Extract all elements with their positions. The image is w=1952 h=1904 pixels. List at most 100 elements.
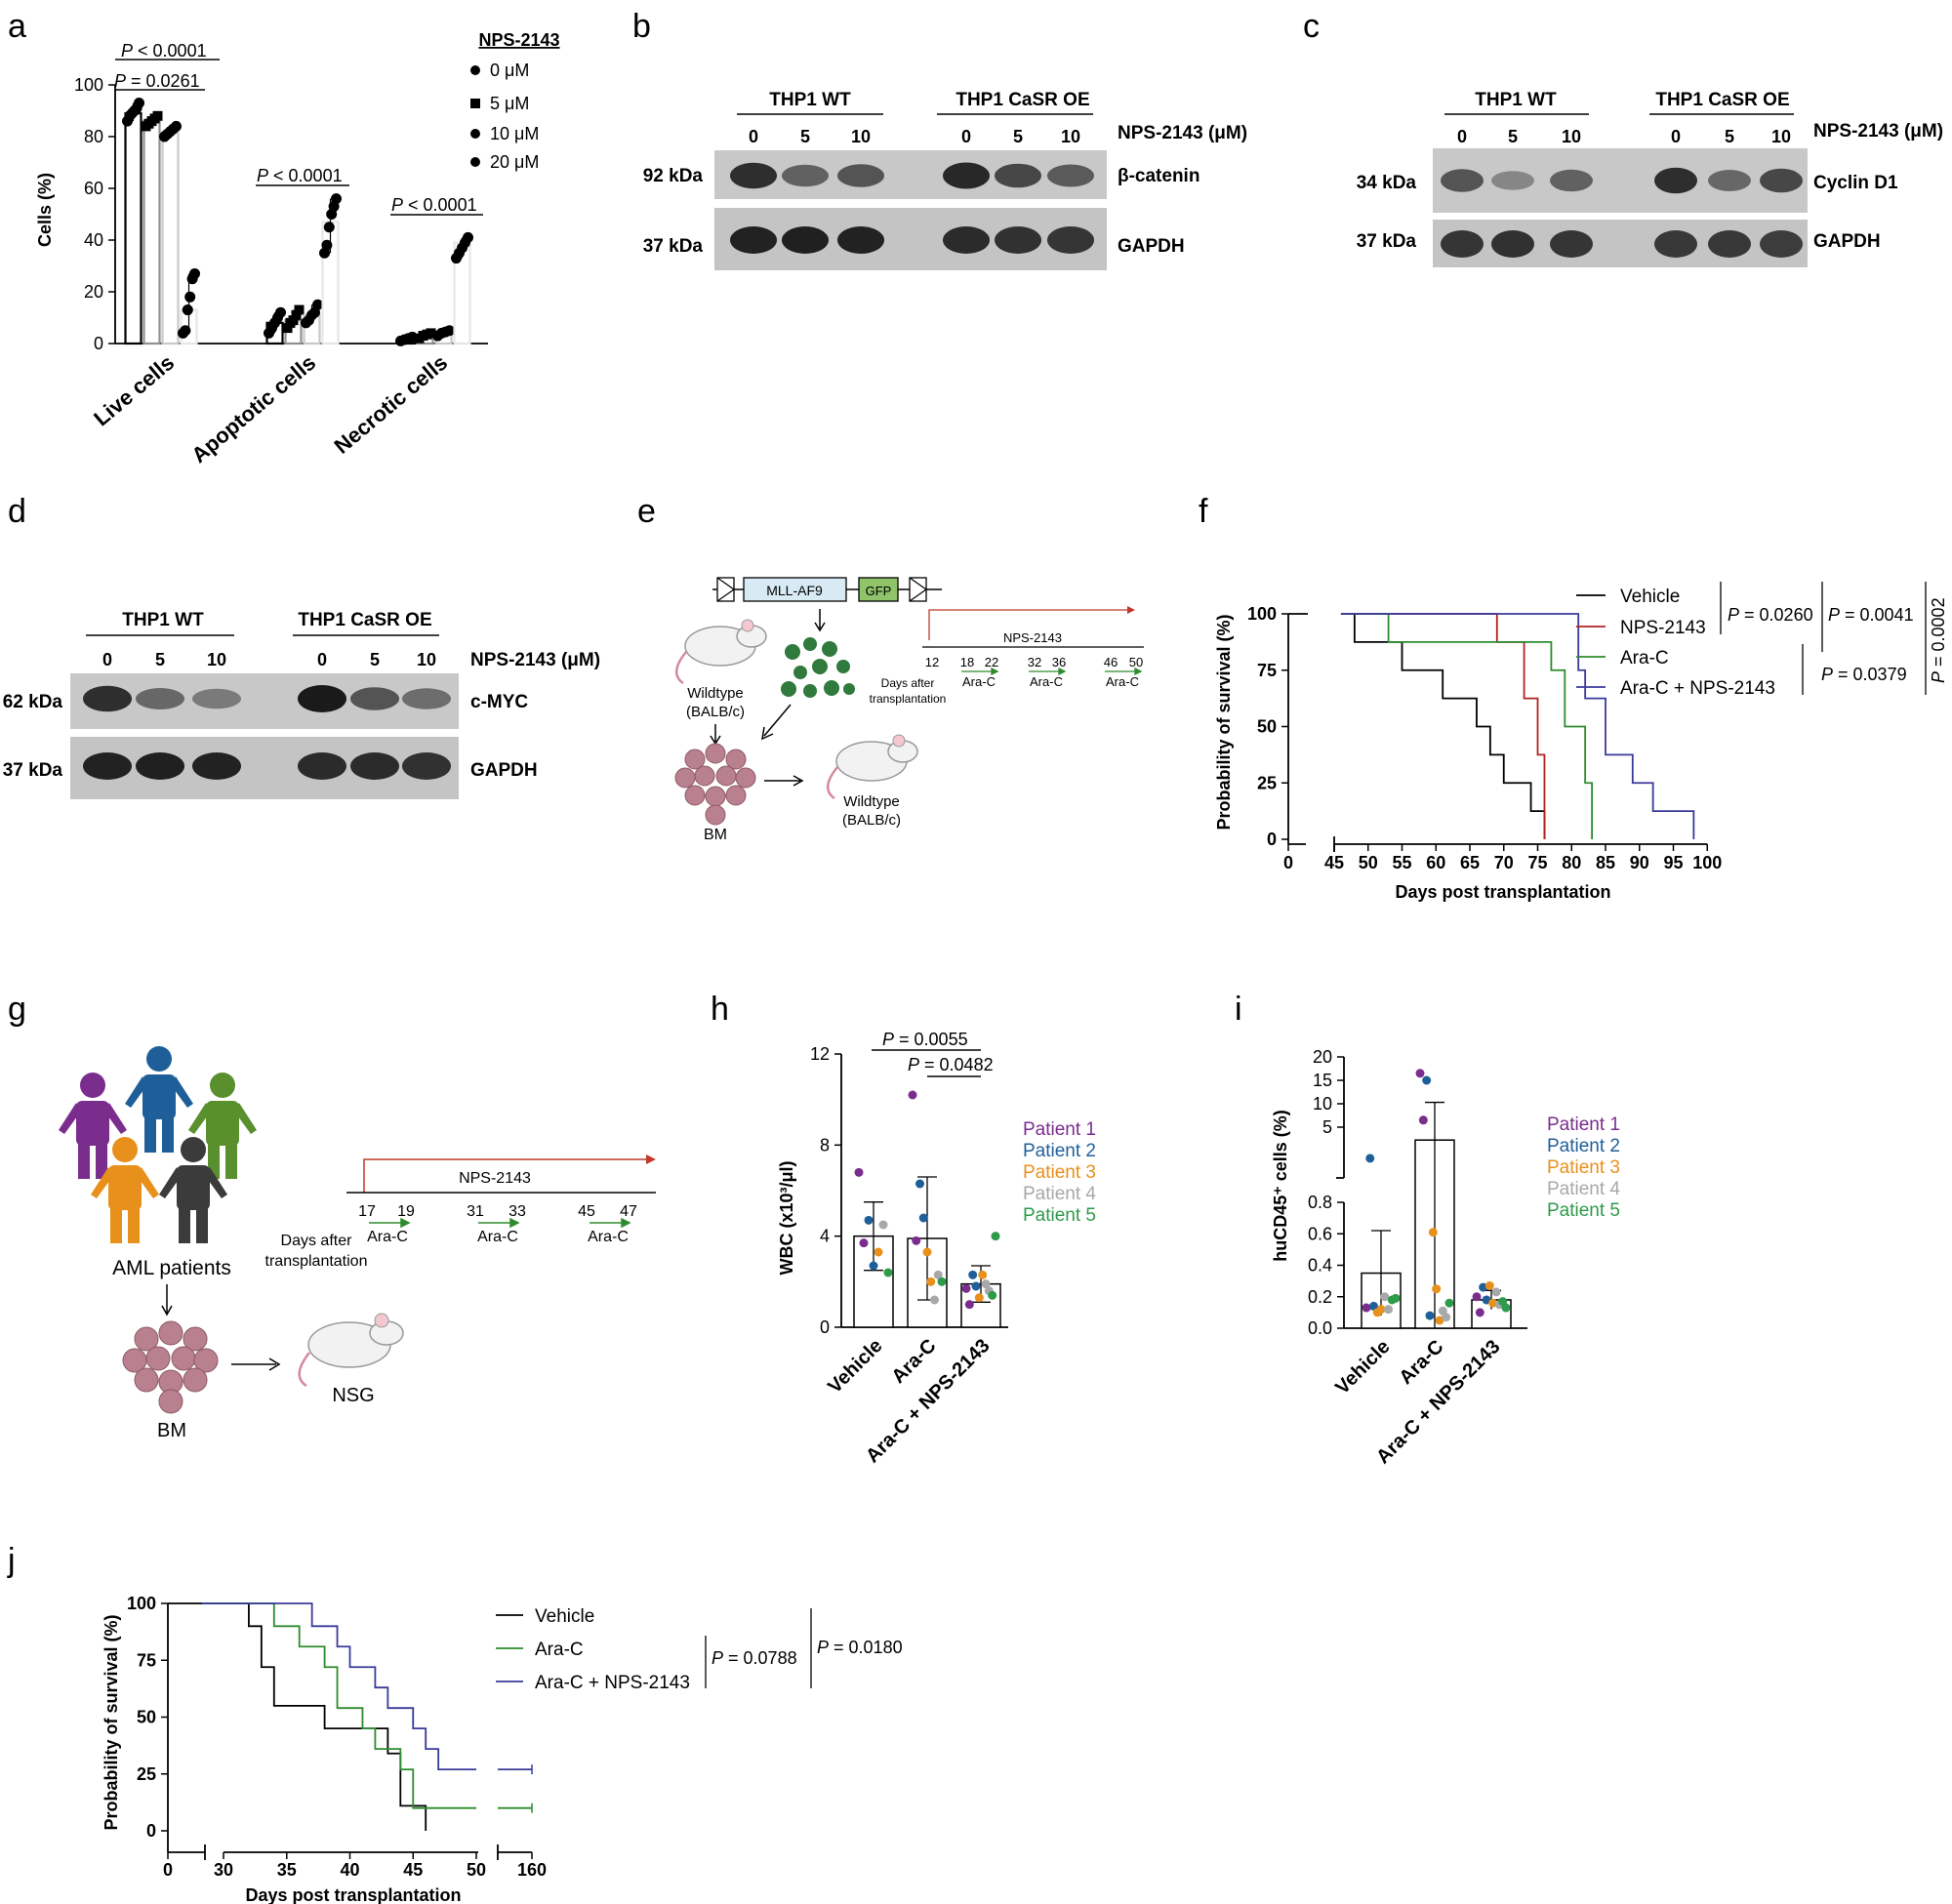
y-tick-label: 80 [84, 127, 103, 146]
blot-d-kda-bottom: 37 kDa [3, 760, 63, 781]
band-top [1760, 168, 1803, 193]
data-point-patient-4 [981, 1279, 991, 1289]
data-point [323, 222, 335, 233]
blot-c-doses: 0 5 10 0 5 10 [1457, 127, 1791, 146]
bm-label: BM [704, 827, 727, 843]
data-point-patient-4 [1384, 1305, 1393, 1315]
nps-arrow-line [928, 609, 1132, 640]
panel-f-survival-chart: 0 25 50 75 100 0 45 50 55 60 65 70 75 80 85 90 95 100 Pro… [1214, 582, 1948, 902]
x-tick-label: 55 [1392, 853, 1411, 872]
stat-j-arac-combo: P = 0.0788 [712, 1648, 797, 1668]
panel-i-patient-legend: Patient 1 Patient 2 Patient 3 Patient 4 … [1547, 1114, 1620, 1221]
leukemia-cell [843, 683, 855, 695]
data-point-patient-1 [1475, 1308, 1484, 1317]
data-point-patient-1 [908, 1090, 917, 1100]
days-caption-2: transplantation [870, 692, 947, 706]
person-icon-purple [59, 1073, 127, 1179]
category-label: Ara-C [1395, 1336, 1447, 1389]
legend-arac: Ara-C [535, 1640, 584, 1660]
x-tick-label: 40 [340, 1860, 359, 1880]
panel-a-ylabel: Cells (%) [35, 173, 55, 247]
data-point-patient-5 [991, 1232, 1000, 1241]
data-point-patient-3 [1376, 1305, 1386, 1315]
data-point [275, 306, 286, 318]
ltr-right-arrow [909, 577, 928, 602]
data-point [426, 328, 436, 339]
blot-c-membrane-bottom [1433, 220, 1808, 267]
survival-curve-vehicle [202, 1602, 427, 1831]
data-point-patient-2 [971, 1281, 981, 1291]
panel-j-legend: Vehicle Ara-C Ara-C + NPS-2143 [496, 1606, 690, 1693]
panel-j-xlabel: Days post transplantation [245, 1885, 461, 1904]
data-point-patient-5 [988, 1290, 997, 1300]
category-label: Necrotic cells [330, 350, 453, 459]
x-tick-label: 90 [1630, 853, 1649, 872]
y-tick-label: 100 [74, 75, 103, 95]
legend-vehicle: Vehicle [535, 1606, 594, 1627]
y-tick-label: 20 [1313, 1047, 1332, 1067]
dose-label: 0 [1671, 127, 1681, 146]
bm-cell [674, 767, 696, 789]
data-point-patient-1 [912, 1236, 921, 1245]
x-tick-label: 35 [277, 1860, 297, 1880]
band-top [402, 688, 451, 709]
panel-e-schematic: MLL-AF9 GFP [674, 577, 1144, 843]
legend-vehicle: Vehicle [1620, 587, 1680, 607]
blot-c-kda-bottom: 37 kDa [1357, 231, 1417, 252]
band-gapdh [1441, 230, 1484, 258]
leukemia-cell [803, 684, 817, 698]
nps-arrowhead [646, 1155, 656, 1164]
day-label: 12 [925, 655, 939, 669]
bm-cell [183, 1367, 208, 1393]
data-point [171, 120, 182, 132]
panel-letter-b: b [632, 8, 651, 45]
nps-label-e: NPS-2143 [1003, 630, 1062, 645]
person-icon-green [188, 1073, 257, 1179]
data-point-patient-3 [974, 1293, 984, 1303]
y-tick-label: 25 [1257, 773, 1277, 792]
y-tick-label: 60 [84, 179, 103, 198]
nsg-label: NSG [332, 1385, 374, 1406]
bar-5μM [142, 119, 161, 345]
band-gapdh [1654, 230, 1697, 258]
panel-f-marks: 0 25 50 75 100 0 45 50 55 60 65 70 75 80 85 90 95 100 [1247, 604, 1722, 872]
y-tick-label: 0.8 [1308, 1193, 1332, 1212]
blot-b-bands [730, 162, 1094, 254]
stat-f-vehicle-nps: P = 0.0260 [1728, 605, 1813, 625]
data-point-patient-3 [874, 1247, 883, 1257]
dose-label: 10 [1562, 127, 1581, 146]
data-point-patient-1 [1418, 1115, 1428, 1125]
band-top [730, 162, 777, 189]
leukemia-cell [793, 666, 807, 679]
arrow-patients-to-bm [161, 1284, 173, 1317]
bm-cell [684, 785, 706, 806]
y-tick-label: 75 [1257, 661, 1277, 680]
legend-marker-20uM [470, 157, 480, 167]
panel-j-survival-chart: 0 25 50 75 100 0 30 35 40 45 50 160 Probability of … [102, 1594, 903, 1904]
band-gapdh [730, 226, 777, 254]
y-tick-label: 0 [1267, 830, 1277, 849]
leukemia-cell [836, 660, 850, 673]
blot-c-bands [1441, 167, 1803, 258]
bm-cell [134, 1367, 159, 1393]
panel-i-ylabel: huCD45⁺ cells (%) [1271, 1110, 1290, 1262]
leukemia-cell [824, 680, 839, 696]
x-tick-label: 85 [1596, 853, 1615, 872]
band-top [995, 163, 1041, 188]
data-point-patient-4 [1491, 1287, 1501, 1297]
panel-f-ylabel: Probability of survival (%) [1214, 614, 1234, 830]
leukemia-cell [785, 644, 800, 660]
band-gapdh [1708, 230, 1751, 258]
band-gapdh [1550, 230, 1593, 258]
data-point-patient-1 [964, 1300, 974, 1310]
dose-label: 10 [851, 127, 871, 146]
stat-f-arac-combo: P = 0.0379 [1821, 665, 1907, 684]
data-point-patient-3 [1484, 1280, 1494, 1290]
y-tick-label: 25 [137, 1764, 156, 1784]
blot-b-protein-bottom: GAPDH [1118, 236, 1185, 257]
blot-c-group-wt: THP1 WT [1475, 90, 1557, 110]
blot-b-kda-bottom: 37 kDa [643, 236, 704, 257]
band-gapdh [350, 752, 399, 780]
